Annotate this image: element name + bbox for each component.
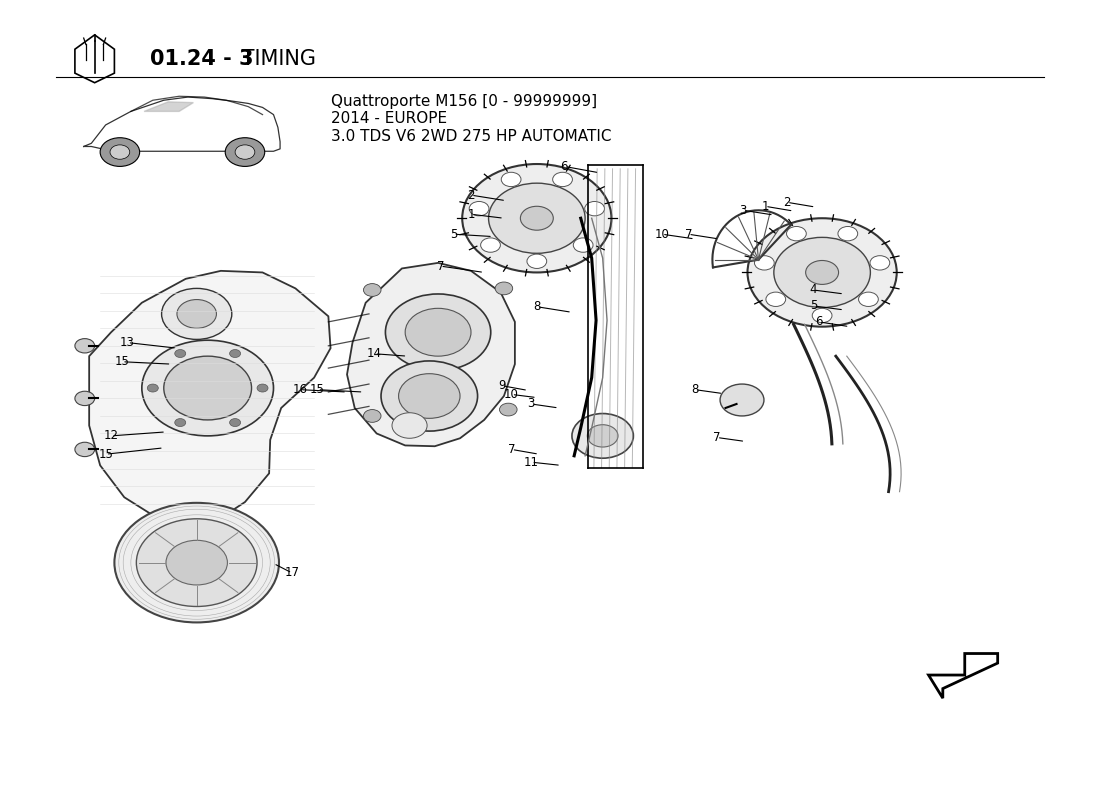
Circle shape [470,202,488,216]
Circle shape [502,172,521,186]
Text: 13: 13 [120,336,135,349]
Text: 4: 4 [810,283,817,297]
Polygon shape [144,102,194,111]
Circle shape [136,518,257,606]
Circle shape [488,183,585,254]
Text: 15: 15 [114,355,130,368]
Circle shape [587,425,618,447]
Polygon shape [928,654,998,698]
Text: 2: 2 [468,189,475,202]
Circle shape [773,238,870,307]
Text: 01.24 - 3: 01.24 - 3 [150,49,253,69]
Circle shape [520,206,553,230]
Text: 7: 7 [508,443,515,456]
Circle shape [572,414,634,458]
Text: 3: 3 [739,204,747,217]
Circle shape [870,256,890,270]
Circle shape [75,442,95,457]
Polygon shape [346,263,515,446]
Circle shape [175,418,186,426]
Circle shape [177,299,217,328]
Circle shape [381,361,477,431]
Circle shape [385,294,491,370]
Circle shape [166,540,228,585]
Text: 5: 5 [450,228,458,241]
Text: 6: 6 [815,315,823,328]
Text: 10: 10 [654,228,670,241]
Circle shape [805,261,838,285]
Polygon shape [89,271,331,526]
Circle shape [766,292,785,306]
Circle shape [363,284,381,296]
Text: 8: 8 [691,383,698,396]
Text: 3.0 TDS V6 2WD 275 HP AUTOMATIC: 3.0 TDS V6 2WD 275 HP AUTOMATIC [331,129,612,144]
Circle shape [142,340,274,436]
Circle shape [226,138,265,166]
Circle shape [230,350,241,358]
Text: 8: 8 [534,300,540,314]
Circle shape [110,145,130,159]
Text: 15: 15 [310,383,324,396]
Circle shape [114,503,279,622]
Circle shape [720,384,764,416]
Circle shape [838,226,858,241]
Circle shape [162,288,232,339]
Circle shape [859,292,878,306]
Circle shape [812,308,832,322]
Circle shape [175,350,186,358]
Circle shape [585,202,605,216]
Circle shape [398,374,460,418]
Text: 1: 1 [468,208,475,221]
Text: 7: 7 [437,259,444,273]
Circle shape [748,218,896,326]
Circle shape [257,384,268,392]
Circle shape [481,238,500,252]
Text: 15: 15 [98,448,113,461]
Text: 14: 14 [367,347,382,360]
Text: Quattroporte M156 [0 - 99999999]: Quattroporte M156 [0 - 99999999] [331,94,596,109]
Circle shape [405,308,471,356]
Text: 12: 12 [103,430,119,442]
Circle shape [552,172,572,186]
Text: 16: 16 [293,383,307,396]
Circle shape [786,226,806,241]
Text: 1: 1 [761,200,769,213]
Text: 6: 6 [561,160,568,173]
Text: 9: 9 [498,379,506,392]
Circle shape [363,410,381,422]
Text: 3: 3 [528,398,535,410]
Circle shape [75,391,95,406]
Circle shape [392,413,427,438]
Circle shape [499,403,517,416]
Text: 17: 17 [285,566,299,579]
Text: 2014 - EUROPE: 2014 - EUROPE [331,111,447,126]
Text: 11: 11 [524,456,539,469]
Text: 5: 5 [810,299,817,313]
Circle shape [235,145,255,159]
Circle shape [755,256,774,270]
Circle shape [527,254,547,269]
Circle shape [230,418,241,426]
Text: 10: 10 [504,388,519,401]
Circle shape [495,282,513,294]
Circle shape [164,356,252,420]
Text: 7: 7 [713,431,721,444]
Circle shape [75,338,95,353]
Text: 7: 7 [684,228,692,241]
Text: 2: 2 [783,196,791,209]
Circle shape [462,164,612,273]
Circle shape [573,238,593,252]
Text: TIMING: TIMING [235,49,316,69]
Circle shape [147,384,158,392]
Circle shape [100,138,140,166]
